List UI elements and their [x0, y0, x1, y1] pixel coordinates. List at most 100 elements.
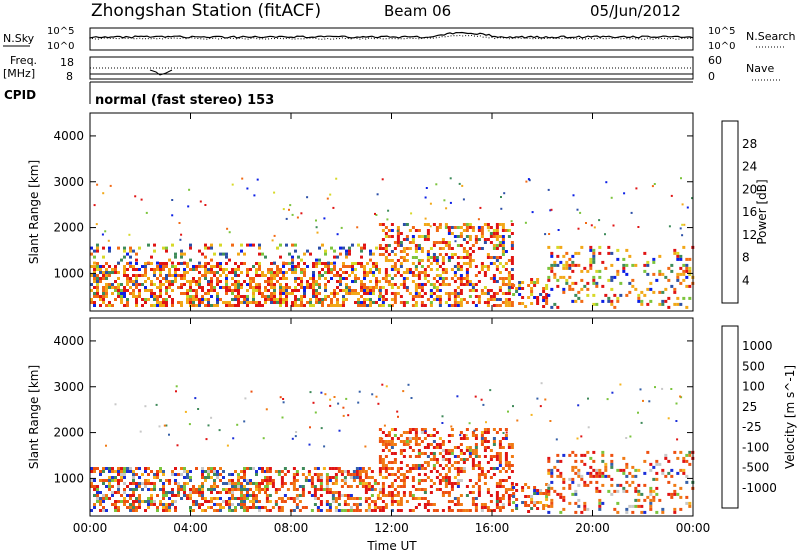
- power-cell: [628, 290, 632, 294]
- power-cell: [231, 268, 234, 271]
- velocity-cell: [108, 482, 111, 485]
- power-cell: [441, 271, 445, 274]
- velocity-cell: [90, 482, 93, 485]
- velocity-cell: [120, 476, 123, 479]
- power-cell: [231, 271, 234, 274]
- power-cell: [279, 298, 282, 301]
- velocity-cell: [255, 485, 258, 488]
- velocity-cell: [387, 431, 391, 434]
- velocity-cell: [352, 497, 356, 500]
- velocity-cell: [129, 488, 132, 491]
- power-cell: [312, 271, 315, 274]
- velocity-sparse-cell: [587, 397, 589, 400]
- power-cell: [384, 274, 388, 277]
- velocity-cell: [438, 446, 442, 449]
- power-cell: [399, 256, 403, 259]
- power-cell: [441, 283, 445, 286]
- power-cell: [276, 271, 279, 274]
- power-cell: [530, 278, 534, 281]
- velocity-cell: [402, 479, 406, 482]
- power-cell: [512, 293, 516, 296]
- velocity-colorbar-tick: -100: [742, 440, 769, 454]
- power-cell: [533, 296, 537, 299]
- power-cell: [258, 292, 261, 295]
- power-cell: [453, 235, 457, 238]
- power-cell: [354, 262, 357, 265]
- power-cell: [435, 259, 439, 262]
- power-cell: [562, 263, 566, 267]
- velocity-cell: [399, 434, 403, 437]
- power-cell: [369, 258, 372, 262]
- velocity-cell: [420, 452, 424, 455]
- power-cell: [294, 295, 297, 298]
- power-cell: [162, 298, 165, 301]
- velocity-cell: [207, 470, 210, 473]
- power-cell: [393, 283, 397, 286]
- power-cell: [547, 278, 551, 282]
- velocity-cell: [441, 458, 445, 461]
- power-cell: [510, 223, 514, 226]
- power-cell: [108, 246, 111, 250]
- power-cell: [237, 301, 240, 304]
- velocity-cell: [408, 440, 412, 443]
- power-cell: [126, 304, 129, 307]
- power-cell: [183, 252, 186, 256]
- power-cell: [384, 235, 388, 238]
- power-cell: [228, 286, 231, 289]
- velocity-cell: [283, 473, 287, 476]
- velocity-cell: [159, 470, 162, 473]
- velocity-cell: [195, 503, 198, 506]
- velocity-cell: [504, 458, 508, 461]
- power-cell: [147, 261, 150, 265]
- power-cell: [93, 277, 96, 280]
- velocity-cell: [295, 473, 299, 476]
- power-cell: [351, 262, 354, 265]
- power-cell: [444, 268, 448, 271]
- velocity-cell: [144, 467, 147, 470]
- velocity-cell: [637, 483, 641, 487]
- velocity-cell: [334, 491, 338, 494]
- power-cell: [333, 261, 336, 265]
- velocity-cell: [364, 476, 368, 479]
- power-cell: [381, 286, 385, 289]
- velocity-cell: [378, 506, 382, 509]
- power-cell: [465, 274, 469, 277]
- velocity-cell: [547, 459, 551, 463]
- velocity-cell: [243, 479, 246, 482]
- velocity-cell: [417, 482, 421, 485]
- velocity-cell: [507, 488, 511, 491]
- power-cell: [204, 243, 207, 247]
- power-cell: [225, 301, 228, 304]
- noise-traces: [89, 31, 694, 40]
- velocity-cell: [337, 509, 341, 512]
- power-sparse-cell: [256, 178, 259, 181]
- velocity-cell: [325, 491, 329, 494]
- power-cell: [390, 250, 394, 253]
- power-cell: [459, 298, 463, 301]
- velocity-cell: [93, 494, 96, 497]
- power-cell: [637, 299, 641, 303]
- power-sparse-cell: [443, 199, 446, 202]
- power-cell: [168, 268, 171, 271]
- velocity-cell: [310, 494, 314, 497]
- power-cell: [183, 271, 186, 274]
- power-cell: [333, 295, 336, 298]
- power-cell: [270, 268, 273, 271]
- power-cell: [501, 241, 505, 244]
- velocity-cell: [423, 467, 427, 470]
- velocity-cell: [132, 482, 135, 485]
- velocity-cell: [468, 446, 472, 449]
- velocity-cell: [477, 455, 481, 458]
- velocity-cell: [150, 503, 153, 506]
- power-cell: [414, 286, 418, 289]
- velocity-cell: [628, 504, 632, 508]
- power-cell: [129, 286, 132, 289]
- power-cell: [423, 235, 427, 238]
- power-cell: [225, 289, 228, 292]
- velocity-cell: [268, 476, 272, 479]
- velocity-cell: [367, 476, 371, 479]
- power-cell: [153, 283, 156, 286]
- velocity-cell: [688, 462, 692, 466]
- velocity-cell: [135, 506, 138, 509]
- velocity-cell: [105, 494, 108, 497]
